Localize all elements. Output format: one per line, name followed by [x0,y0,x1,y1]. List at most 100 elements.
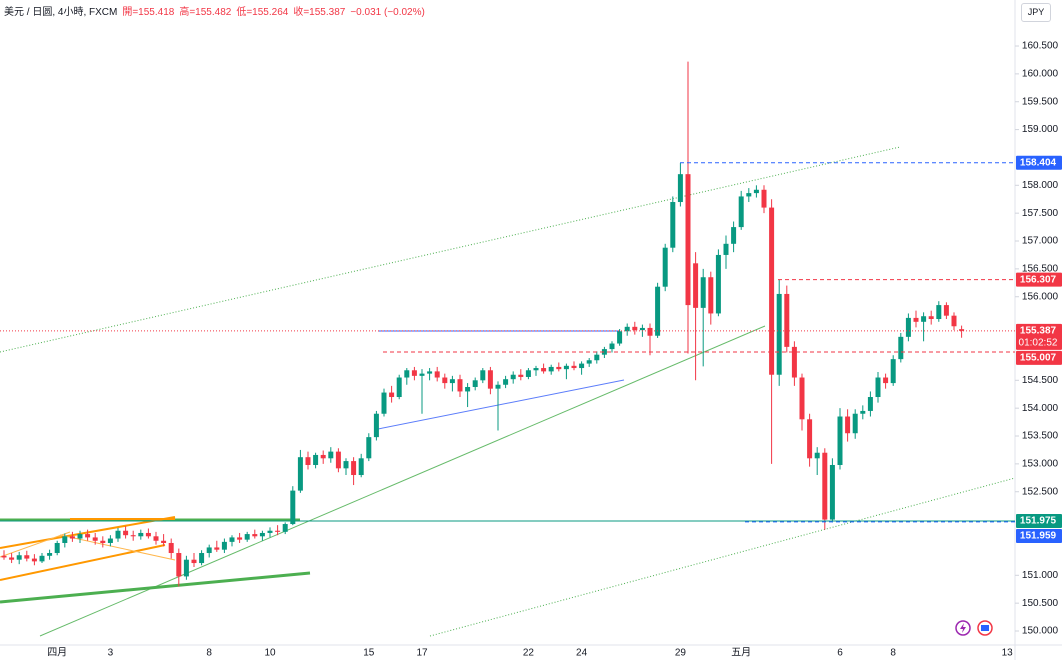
candle-body [229,537,235,542]
candle-body [1,555,7,558]
candle-body [457,379,463,392]
candle-body [609,343,615,350]
candle-body [556,366,562,370]
toolbar-icons [955,620,993,636]
candle-body [617,331,623,344]
candle-body [472,380,478,387]
candle-body [769,207,775,375]
price-label: 156.307 [1020,274,1057,285]
y-tick-label: 160.000 [1022,69,1059,80]
candle-body [252,534,258,537]
marks [0,61,1015,587]
trend-line [39,325,766,637]
candle-body [282,524,288,532]
candle-body [951,315,957,327]
candle-body [632,326,638,331]
candle-body [31,558,37,562]
candle-body [677,174,683,203]
low: 低=155.264 [236,7,289,18]
candle-body [335,451,341,469]
candle-body [533,368,539,371]
candle-body [738,196,744,228]
candle-body [16,555,22,560]
candle-body [845,416,851,434]
candle-body [221,541,227,550]
candle-body [913,317,919,322]
candle-body [123,530,129,536]
candle-body [799,377,805,420]
candle-body [518,374,524,377]
candle-body [594,354,600,361]
candle-body [784,293,790,347]
candle-body [639,327,645,331]
symbol: 美元 / 日圆, 4小時, FXCM [4,7,118,18]
candle-body [761,189,767,208]
candle-body [753,189,759,194]
currency-button[interactable]: JPY [1021,3,1051,22]
price-label: 151.975 [1020,516,1057,527]
y-tick-label: 160.500 [1022,41,1059,52]
x-tick-label: 3 [108,648,114,659]
candle-body [449,379,455,384]
price-label-box [1016,528,1062,543]
candle-body [396,377,402,398]
trend-line [0,571,311,604]
candle-body [525,370,531,377]
candle-body [183,559,189,577]
channel-line [0,146,901,353]
candle-body [890,359,896,384]
candle-body [47,553,53,556]
candle-body [601,349,607,355]
candle-body [822,452,828,520]
candle-body [351,461,357,476]
candle-body [814,452,820,459]
candle-body [837,416,843,465]
y-tick-label: 152.500 [1022,486,1059,497]
event-icon-flag [981,625,989,631]
candle-body [541,368,547,372]
candle-body [480,370,486,381]
x-tick-label: 15 [363,648,375,659]
x-tick-label: 24 [576,648,588,659]
candle-body [305,457,311,465]
candle-body [275,530,281,532]
candle-body [199,553,205,564]
candle-body [510,374,516,380]
candle-body [715,254,721,314]
x-tick-label: 29 [675,648,687,659]
price-label: 155.007 [1020,353,1057,364]
candle-body [921,316,927,322]
candle-body [381,392,387,414]
candle-body [723,243,729,255]
y-tick-label: 153.000 [1022,459,1059,470]
candle-body [214,547,220,550]
candle-body [898,336,904,360]
price-label: 151.959 [1020,531,1057,542]
candle-body [571,365,577,369]
candle-body [548,366,554,372]
drawings [0,146,1016,637]
legend: 美元 / 日圆, 4小時, FXCM 開=155.418 高=155.482 低=15… [4,3,430,18]
trend-line [0,531,71,558]
candle-body [746,193,752,197]
candle-body [776,293,782,375]
axis-labels: 160.500 160.000 159.500 159.000 158.000 157.5… [47,41,1062,659]
candle-body [358,458,364,476]
candle-body [943,305,949,316]
candle-body [807,419,813,459]
candle-body [145,532,151,537]
alert-icon-bolt [960,623,966,633]
candle-body [161,540,167,543]
candle-body [959,329,965,331]
candle-body [176,553,182,577]
y-tick-label: 157.500 [1022,208,1059,219]
candle-body [85,534,91,538]
candle-body [130,535,136,537]
candle-body [860,410,866,414]
x-tick-label: 13 [1002,648,1014,659]
trend-line [59,534,176,561]
candle-body [153,536,159,541]
candle-body [731,227,737,244]
